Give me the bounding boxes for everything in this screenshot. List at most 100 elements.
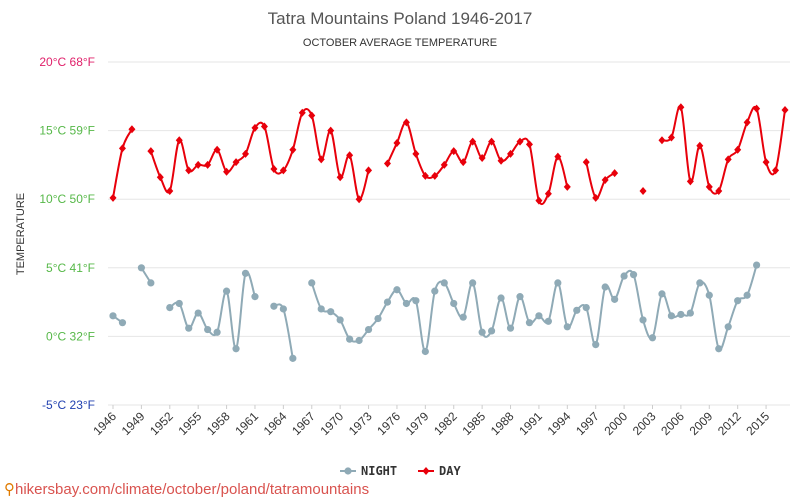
data-point-night[interactable] [336, 316, 344, 324]
data-point-night[interactable] [724, 323, 732, 331]
data-point-night[interactable] [355, 336, 363, 345]
data-point-day[interactable] [194, 160, 202, 169]
data-point-night[interactable] [535, 312, 543, 320]
data-point-night[interactable] [629, 271, 638, 279]
data-point-day[interactable] [611, 169, 619, 178]
data-point-night[interactable] [383, 298, 392, 306]
data-point-day[interactable] [507, 149, 515, 158]
data-point-night[interactable] [639, 316, 647, 324]
data-point-night[interactable] [620, 272, 628, 280]
data-point-night[interactable] [573, 306, 581, 314]
data-point-day[interactable] [781, 106, 789, 115]
data-point-day[interactable] [355, 195, 363, 204]
data-point-night[interactable] [525, 319, 534, 327]
data-point-night[interactable] [289, 354, 297, 362]
data-point-night[interactable] [251, 293, 259, 301]
data-point-night[interactable] [440, 279, 448, 287]
data-point-night[interactable] [667, 312, 676, 320]
data-point-night[interactable] [563, 323, 571, 331]
data-point-night[interactable] [137, 264, 145, 272]
data-point-day[interactable] [260, 122, 268, 131]
data-point-day[interactable] [762, 158, 770, 167]
data-point-night[interactable] [364, 325, 373, 334]
data-point-night[interactable] [487, 327, 496, 335]
data-point-day[interactable] [346, 151, 354, 160]
data-point-day[interactable] [185, 166, 193, 175]
data-point-night[interactable] [374, 314, 382, 323]
data-point-day[interactable] [402, 118, 410, 127]
legend-item-night[interactable]: NIGHT [340, 464, 397, 478]
data-point-night[interactable] [469, 279, 477, 287]
data-point-day[interactable] [317, 155, 325, 164]
data-point-night[interactable] [592, 341, 600, 349]
footer-link[interactable]: ⚲hikersbay.com/climate/october/poland/ta… [4, 480, 369, 498]
data-point-day[interactable] [118, 144, 126, 153]
data-point-day[interactable] [147, 147, 155, 156]
data-point-day[interactable] [450, 147, 458, 156]
data-point-night[interactable] [412, 297, 420, 305]
data-point-day[interactable] [232, 158, 240, 167]
data-point-night[interactable] [346, 335, 354, 343]
data-point-night[interactable] [175, 299, 183, 308]
data-point-day[interactable] [705, 182, 713, 191]
data-point-night[interactable] [753, 261, 761, 269]
data-point-night[interactable] [459, 313, 467, 321]
data-point-day[interactable] [270, 165, 278, 174]
data-point-day[interactable] [696, 141, 704, 150]
data-point-day[interactable] [753, 104, 761, 113]
data-point-day[interactable] [715, 186, 723, 195]
data-point-night[interactable] [431, 287, 439, 295]
data-point-day[interactable] [279, 166, 287, 175]
data-point-night[interactable] [544, 317, 552, 325]
data-point-day[interactable] [393, 138, 401, 147]
data-point-night[interactable] [308, 279, 316, 287]
data-point-day[interactable] [734, 145, 742, 154]
data-point-night[interactable] [241, 269, 250, 277]
data-point-night[interactable] [222, 287, 231, 295]
data-point-night[interactable] [109, 312, 117, 320]
data-point-day[interactable] [743, 118, 751, 127]
data-point-night[interactable] [677, 310, 685, 319]
data-point-night[interactable] [506, 324, 515, 332]
data-point-night[interactable] [497, 294, 505, 302]
data-point-day[interactable] [639, 186, 647, 195]
data-point-day[interactable] [336, 173, 344, 182]
data-point-day[interactable] [554, 152, 562, 161]
data-point-night[interactable] [232, 345, 240, 353]
data-point-night[interactable] [185, 324, 193, 332]
data-point-day[interactable] [592, 193, 600, 202]
data-point-night[interactable] [194, 309, 202, 317]
data-point-day[interactable] [601, 175, 609, 184]
data-point-night[interactable] [601, 283, 609, 291]
data-point-day[interactable] [242, 149, 250, 158]
data-point-night[interactable] [213, 328, 221, 336]
data-point-night[interactable] [270, 302, 278, 310]
data-point-night[interactable] [421, 347, 429, 356]
data-point-day[interactable] [421, 171, 429, 180]
data-point-night[interactable] [611, 295, 619, 303]
data-point-day[interactable] [459, 158, 467, 167]
data-point-day[interactable] [478, 154, 486, 163]
data-point-day[interactable] [223, 167, 231, 176]
data-point-day[interactable] [308, 111, 316, 120]
data-point-day[interactable] [175, 136, 183, 145]
data-point-night[interactable] [743, 291, 751, 299]
data-point-day[interactable] [204, 160, 212, 169]
data-point-day[interactable] [544, 189, 552, 198]
data-point-day[interactable] [412, 149, 420, 158]
data-point-day[interactable] [109, 193, 117, 202]
data-point-day[interactable] [298, 108, 306, 117]
data-point-day[interactable] [365, 166, 373, 175]
data-point-night[interactable] [118, 319, 127, 327]
data-point-night[interactable] [686, 309, 694, 317]
data-point-night[interactable] [204, 325, 212, 334]
data-point-day[interactable] [516, 137, 524, 146]
data-point-day[interactable] [582, 158, 590, 167]
data-point-day[interactable] [658, 136, 666, 145]
data-point-night[interactable] [317, 305, 325, 313]
data-point-day[interactable] [535, 196, 543, 205]
data-point-day[interactable] [431, 171, 439, 180]
legend[interactable]: NIGHT DAY [340, 464, 461, 478]
data-point-day[interactable] [772, 166, 780, 175]
data-point-night[interactable] [147, 279, 155, 287]
